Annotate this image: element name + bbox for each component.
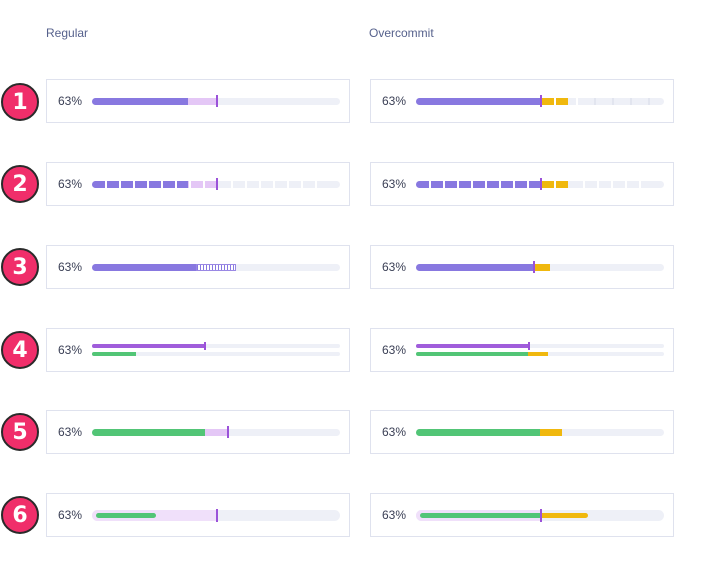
commit-fill xyxy=(188,181,216,188)
percent-label: 63% xyxy=(58,94,83,108)
percent-label: 63% xyxy=(58,425,83,439)
overcommit-progress-card: 63% xyxy=(370,493,674,537)
commit-marker xyxy=(216,509,218,522)
commit-marker xyxy=(540,509,542,522)
overcommit-fill xyxy=(528,352,548,356)
overcommit-progress-card: 63% xyxy=(370,410,674,454)
commit-track xyxy=(92,344,340,348)
overcommit-progress-card: 63% xyxy=(370,328,674,372)
progress-fill xyxy=(420,513,540,518)
commit-track xyxy=(416,344,664,348)
progress-track xyxy=(416,429,664,436)
commit-marker xyxy=(533,261,535,273)
progress-track xyxy=(92,352,340,356)
overcommit-progress-card: 63% xyxy=(370,162,674,206)
percent-label: 63% xyxy=(58,260,83,274)
regular-progress-card: 63% xyxy=(46,328,350,372)
percent-label: 63% xyxy=(382,260,407,274)
hatched-commit-fill xyxy=(196,264,236,271)
progress-fill xyxy=(92,181,188,188)
percent-label: 63% xyxy=(58,508,83,522)
progress-track xyxy=(92,429,340,436)
row-badge: 5 xyxy=(1,413,39,451)
progress-fill xyxy=(416,98,540,105)
overcommit-fill xyxy=(534,264,550,271)
commit-fill xyxy=(92,344,204,348)
commit-marker xyxy=(227,426,229,438)
progress-fill xyxy=(92,429,205,436)
overcommit-progress-card: 63% xyxy=(370,245,674,289)
column-header-overcommit: Overcommit xyxy=(369,26,434,40)
regular-progress-card: 63% xyxy=(46,245,350,289)
row-badge: 6 xyxy=(1,496,39,534)
row-badge: 2 xyxy=(1,165,39,203)
progress-fill xyxy=(92,98,188,105)
overcommit-progress-card: 63% xyxy=(370,79,674,123)
commit-marker xyxy=(528,342,530,350)
commit-marker xyxy=(540,178,542,190)
overcommit-fill xyxy=(540,513,588,518)
percent-label: 63% xyxy=(382,508,407,522)
progress-track xyxy=(416,264,664,271)
percent-label: 63% xyxy=(58,343,83,357)
regular-progress-card: 63% xyxy=(46,410,350,454)
commit-fill xyxy=(416,344,528,348)
progress-fill xyxy=(416,352,528,356)
commit-marker xyxy=(540,95,542,107)
regular-progress-card: 63% xyxy=(46,493,350,537)
progress-fill xyxy=(96,513,156,518)
percent-label: 63% xyxy=(382,94,407,108)
regular-progress-card: 63% xyxy=(46,79,350,123)
commit-fill xyxy=(205,429,227,436)
overcommit-fill xyxy=(540,429,562,436)
column-header-regular: Regular xyxy=(46,26,89,40)
percent-label: 63% xyxy=(382,343,407,357)
row-badge: 1 xyxy=(1,83,39,121)
progress-fill xyxy=(416,181,540,188)
percent-label: 63% xyxy=(382,425,407,439)
progress-fill xyxy=(92,352,136,356)
commit-marker xyxy=(216,178,218,190)
percent-label: 63% xyxy=(58,177,83,191)
progress-track xyxy=(92,264,340,271)
commit-marker xyxy=(216,95,218,107)
row-badge: 4 xyxy=(1,331,39,369)
commit-fill xyxy=(188,98,216,105)
row-badge: 3 xyxy=(1,248,39,286)
progress-fill xyxy=(416,429,540,436)
percent-label: 63% xyxy=(382,177,407,191)
progress-fill xyxy=(416,264,534,271)
progress-track xyxy=(416,352,664,356)
progress-fill xyxy=(92,264,196,271)
commit-marker xyxy=(204,342,206,350)
regular-progress-card: 63% xyxy=(46,162,350,206)
